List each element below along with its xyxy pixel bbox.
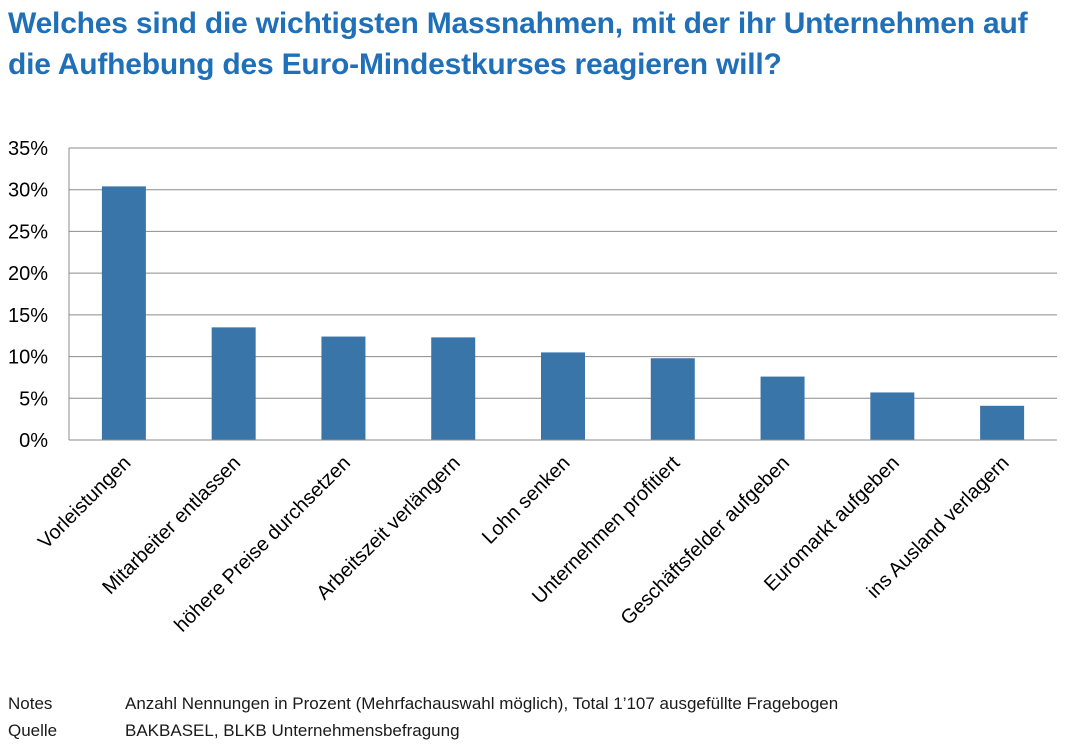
y-tick-label: 25% xyxy=(8,221,48,243)
chart-title: Welches sind die wichtigsten Massnahmen,… xyxy=(8,7,1028,81)
y-tick-label: 15% xyxy=(8,305,48,327)
y-tick-label: 0% xyxy=(19,430,48,452)
bar xyxy=(101,186,146,440)
y-tick-label: 35% xyxy=(8,138,48,160)
y-tick-label: 20% xyxy=(8,263,48,285)
notes-row: Notes Anzahl Nennungen in Prozent (Mehrfa… xyxy=(8,690,838,717)
bar-chart: 0% 5% 10% 15% 20% 25% 30% 35% VorleistungenMita… xyxy=(8,138,1057,637)
bar xyxy=(760,376,805,440)
notes-text: Anzahl Nennungen in Prozent (Mehrfachaus… xyxy=(125,694,839,713)
bar xyxy=(980,405,1025,440)
bar xyxy=(321,336,366,440)
source-row: Quelle BAKBASEL, BLKB Unternehmensbefragu… xyxy=(8,717,838,744)
bar xyxy=(650,358,695,440)
bar xyxy=(431,337,476,440)
notes-label: Notes xyxy=(8,694,53,713)
y-tick-label: 5% xyxy=(19,388,48,410)
bar xyxy=(541,352,585,440)
bar xyxy=(211,327,256,440)
source-text: BAKBASEL, BLKB Unternehmensbefragung xyxy=(125,721,460,740)
x-tick-label: höhere Preise durchsetzen xyxy=(170,452,355,637)
y-tick-label: 30% xyxy=(8,180,48,202)
x-tick-label: Vorleistungen xyxy=(34,452,135,553)
bars xyxy=(101,186,1025,440)
y-tick-label: 10% xyxy=(8,347,48,369)
footnotes: Notes Anzahl Nennungen in Prozent (Mehrfa… xyxy=(8,690,838,744)
source-label: Quelle xyxy=(8,721,58,740)
bar xyxy=(870,392,915,440)
x-tick-label: Lohn senken xyxy=(478,452,575,549)
y-axis-tick-labels: 0% 5% 10% 15% 20% 25% 30% 35% xyxy=(8,138,48,452)
